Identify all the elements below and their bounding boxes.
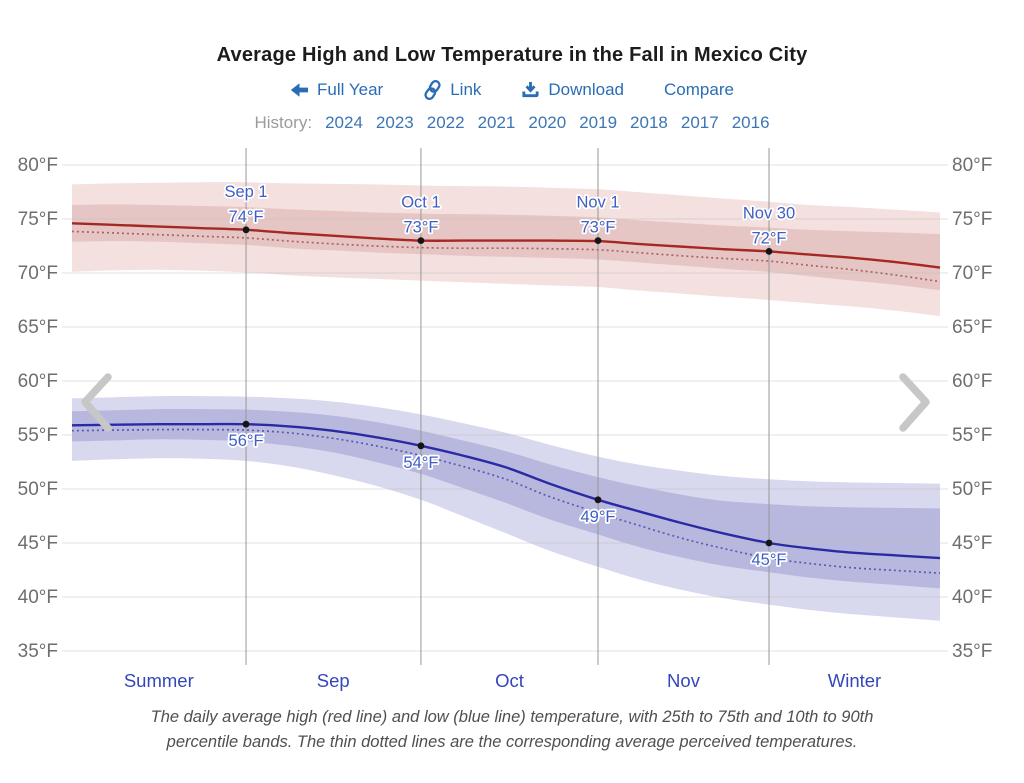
chart-caption: The daily average high (red line) and lo… (0, 705, 1024, 755)
y-axis-label-right-45: 45°F (952, 533, 992, 554)
history-year-2021[interactable]: 2021 (477, 113, 516, 132)
high-annotation-nov-1: Nov 1 73°F (575, 192, 622, 239)
annotation-date: Sep 1 (224, 183, 267, 201)
y-axis-label-left-65: 65°F (18, 317, 58, 338)
y-axis-label-left-70: 70°F (18, 263, 58, 284)
y-axis-label-left-50: 50°F (18, 479, 58, 500)
history-label: History: (254, 113, 313, 132)
history-year-2016[interactable]: 2016 (731, 113, 770, 132)
high-annotation-sep-1: Sep 1 74°F (223, 181, 270, 228)
average-high-line (71, 222, 941, 269)
x-axis-label-nov: Nov (667, 670, 701, 691)
caption-line-1: The daily average high (red line) and lo… (150, 708, 874, 726)
y-gridlines: 80°F 80°F 75°F 75°F 70°F 70°F 65°F 65°F 60°F 60°F… (18, 155, 993, 662)
y-axis-label-left-40: 40°F (18, 587, 58, 608)
y-axis-label-right-65: 65°F (952, 317, 992, 338)
chart-toolbar: Full Year Link Download (0, 80, 1024, 100)
y-axis-label-right-75: 75°F (952, 209, 992, 230)
y-axis-label-right-70: 70°F (952, 263, 992, 284)
high-dot-sep-1 (242, 226, 250, 234)
low-25-75-percentile-band (72, 408, 940, 589)
full-year-label: Full Year (317, 80, 384, 99)
y-axis-label-right-80: 80°F (952, 155, 992, 176)
download-label: Download (548, 80, 625, 99)
annotation-date: Nov 1 (576, 194, 619, 212)
history-year-2023[interactable]: 2023 (375, 113, 414, 132)
history-year-2017[interactable]: 2017 (680, 113, 719, 132)
low-dot-3 (765, 539, 773, 547)
full-year-link[interactable]: Full Year (290, 80, 383, 100)
previous-period-arrow[interactable] (81, 373, 112, 432)
history-years: 2024 2023 2022 2021 2020 2019 2018 2017 2016 (325, 113, 769, 133)
low-annotation-3: 45°F (751, 551, 786, 569)
y-axis-label-left-55: 55°F (18, 425, 58, 446)
back-arrow-icon (290, 82, 309, 98)
y-axis-label-left-60: 60°F (18, 371, 58, 392)
download-icon (521, 81, 540, 100)
high-annotation-oct-1: Oct 1 73°F (399, 192, 442, 239)
history-row: History: 2024 2023 2022 2021 2020 2019 2018 201… (0, 113, 1024, 133)
caption-line-2: percentile bands. The thin dotted lines … (166, 733, 858, 751)
high-dot-oct-1 (417, 237, 425, 245)
download-button[interactable]: Download (521, 80, 624, 100)
annotation-value: 73°F (403, 219, 438, 237)
high-annotation-nov-30: Nov 30 72°F (741, 203, 797, 250)
x-axis-label-summer: Summer (124, 670, 194, 691)
link-label: Link (450, 80, 482, 99)
average-low-line (71, 422, 941, 560)
annotation-value: 72°F (751, 229, 786, 247)
y-axis-label-right-35: 35°F (952, 641, 992, 662)
y-axis-label-right-40: 40°F (952, 587, 992, 608)
high-dot-nov-1 (594, 237, 602, 245)
y-axis-label-right-55: 55°F (952, 425, 992, 446)
average-perceived-high-line (71, 230, 941, 283)
low-annotation-1: 54°F (403, 454, 438, 472)
page-title: Average High and Low Temperature in the … (216, 44, 808, 66)
annotation-value: 74°F (229, 208, 264, 226)
y-axis-label-right-50: 50°F (952, 479, 992, 500)
compare-label: Compare (664, 80, 734, 99)
link-button[interactable]: Link (423, 80, 481, 100)
next-period-arrow[interactable] (899, 373, 930, 432)
y-axis-label-right-60: 60°F (952, 371, 992, 392)
history-year-2024[interactable]: 2024 (325, 113, 363, 132)
low-annotation-2: 49°F (580, 508, 615, 526)
annotation-value: 73°F (580, 219, 615, 237)
x-axis-label-oct: Oct (495, 670, 524, 691)
y-axis-label-left-45: 45°F (18, 533, 58, 554)
high-25-75-percentile-band (72, 204, 940, 291)
x-axis-label-sep: Sep (317, 670, 350, 691)
low-dot-1 (417, 442, 425, 450)
history-year-2019[interactable]: 2019 (579, 113, 618, 132)
y-axis-label-left-75: 75°F (18, 209, 58, 230)
compare-button[interactable]: Compare (664, 80, 734, 100)
annotation-date: Nov 30 (743, 204, 795, 222)
low-dot-2 (594, 496, 602, 504)
low-annotation-0: 56°F (229, 432, 264, 450)
annotation-date: Oct 1 (401, 194, 440, 212)
x-axis-label-winter: Winter (828, 670, 881, 691)
y-axis-label-left-35: 35°F (18, 641, 58, 662)
history-year-2020[interactable]: 2020 (528, 113, 567, 132)
y-axis-label-left-80: 80°F (18, 155, 58, 176)
history-year-2022[interactable]: 2022 (426, 113, 465, 132)
low-dot-0 (242, 420, 250, 428)
history-year-2018[interactable]: 2018 (630, 113, 668, 132)
link-chain-icon (423, 80, 442, 100)
high-dot-nov-30 (765, 248, 773, 255)
